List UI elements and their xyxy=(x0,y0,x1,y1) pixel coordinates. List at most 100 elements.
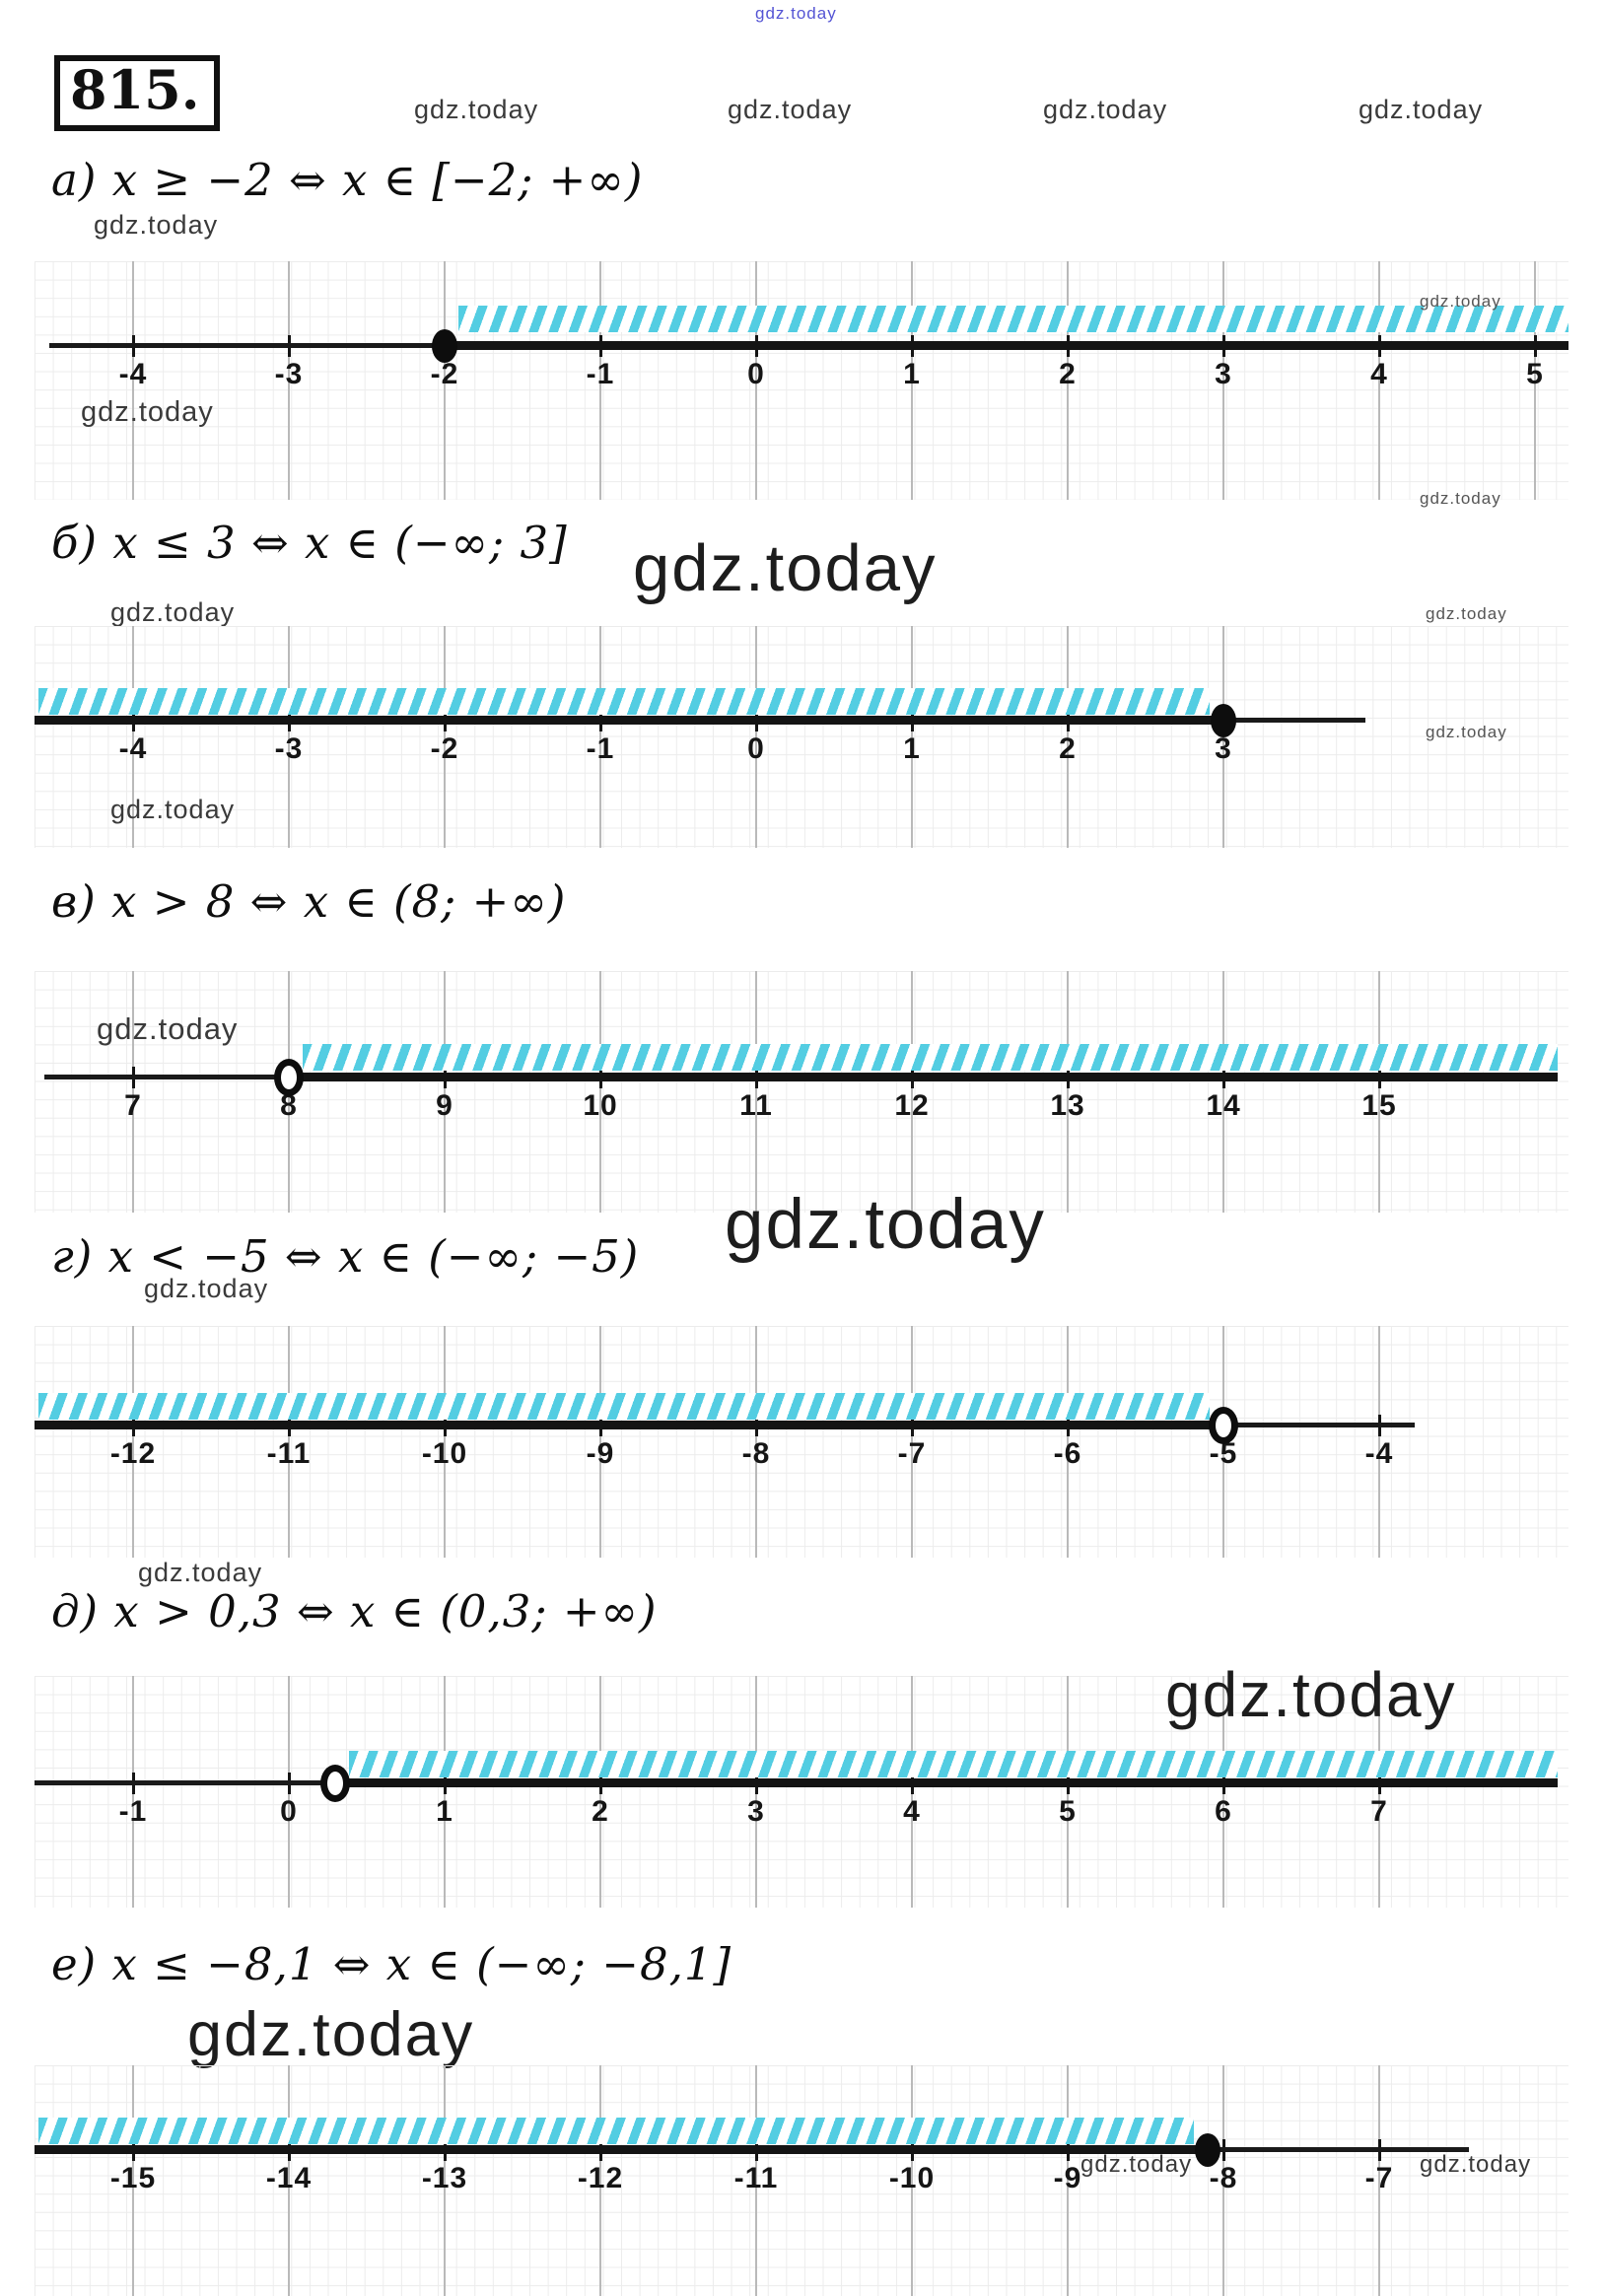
hatch-band xyxy=(38,2118,1195,2144)
watermark: gdz.today xyxy=(187,2000,475,2069)
tick-label: -15 xyxy=(109,2162,157,2194)
grid-line xyxy=(444,971,446,1213)
grid-line xyxy=(755,1326,757,1558)
watermark: gdz.today xyxy=(728,95,853,124)
tick-label: 5 xyxy=(1526,358,1544,390)
tick-label: 2 xyxy=(1059,732,1077,765)
grid-line xyxy=(599,626,601,848)
grid-line xyxy=(599,971,601,1213)
numberline-d: -1 0 1 2 3 4 5 6 7 xyxy=(35,1676,1568,1908)
grid-line xyxy=(444,2065,446,2296)
tick-label: 7 xyxy=(1370,1795,1388,1828)
watermark: gdz.today xyxy=(1359,95,1484,124)
watermark: gdz.today xyxy=(1426,604,1507,623)
tick-label: 14 xyxy=(1206,1089,1241,1122)
tick-label: -1 xyxy=(586,358,615,390)
tick-label: -12 xyxy=(577,2162,624,2194)
grid-line xyxy=(1067,971,1069,1213)
tick-label: 7 xyxy=(124,1089,142,1122)
watermark: gdz.today xyxy=(81,396,214,428)
grid-line xyxy=(132,2065,134,2296)
watermark: gdz.today xyxy=(633,531,938,605)
tick-label: 0 xyxy=(280,1795,298,1828)
grid-line xyxy=(288,626,290,848)
grid-line xyxy=(755,261,757,500)
tick-label: -6 xyxy=(1053,1437,1082,1470)
tick-label: -10 xyxy=(421,1437,468,1470)
watermark: gdz.today xyxy=(1043,95,1168,124)
tick-label: -1 xyxy=(586,732,615,765)
watermark: gdz.today xyxy=(138,1558,263,1587)
grid-line xyxy=(288,261,290,500)
watermark: gdz.today xyxy=(1420,292,1501,311)
solution-ray xyxy=(445,341,1568,350)
tick-label: -4 xyxy=(118,732,148,765)
grid-line xyxy=(444,261,446,500)
grid-line xyxy=(1378,2065,1380,2296)
endpoint-dot-open xyxy=(1209,1407,1238,1444)
tick-label: 15 xyxy=(1361,1089,1397,1122)
tick-label: -9 xyxy=(1053,2162,1082,2194)
grid-line xyxy=(1067,261,1069,500)
numberline-a: -4 -3 -2 -1 0 1 2 3 4 5 xyxy=(35,261,1568,500)
tick-label: 4 xyxy=(903,1795,921,1828)
tick-label: -12 xyxy=(109,1437,157,1470)
tick-label: 8 xyxy=(280,1089,298,1122)
tick-label: -14 xyxy=(265,2162,313,2194)
grid-line xyxy=(1222,2065,1224,2296)
watermark: gdz.today xyxy=(144,1274,269,1303)
tick-label: 0 xyxy=(747,732,765,765)
hatch-band xyxy=(458,306,1568,332)
tick-label: 0 xyxy=(747,358,765,390)
grid-line xyxy=(1378,261,1380,500)
numberline-b: -4 -3 -2 -1 0 1 2 3 xyxy=(35,626,1568,848)
tick-label: -8 xyxy=(741,1437,771,1470)
grid-line xyxy=(911,2065,913,2296)
solution-ray xyxy=(35,2145,1209,2154)
grid-line xyxy=(1222,971,1224,1213)
inequality-heading-d: д) x > 0,3 ⇔ x ∈ (0,3; +∞) xyxy=(51,1585,658,1637)
watermark: gdz.today xyxy=(755,4,837,23)
inequality-heading-v: в) x > 8 ⇔ x ∈ (8; +∞) xyxy=(51,875,567,928)
tick-label: 3 xyxy=(1215,732,1232,765)
grid-line xyxy=(599,261,601,500)
inequality-heading-g: г) x < −5 ⇔ x ∈ (−∞; −5) xyxy=(51,1230,640,1283)
grid-line xyxy=(444,1326,446,1558)
problem-number: 815. xyxy=(54,55,220,132)
tick-label: 3 xyxy=(747,1795,765,1828)
tick-label: -4 xyxy=(1364,1437,1394,1470)
tick-label: -4 xyxy=(118,358,148,390)
tick-label: 11 xyxy=(739,1089,773,1122)
grid-line xyxy=(1378,1326,1380,1558)
watermark: gdz.today xyxy=(1420,489,1501,508)
grid-line xyxy=(911,1326,913,1558)
solution-ray xyxy=(335,1778,1558,1787)
tick-label: 1 xyxy=(903,732,921,765)
grid-line xyxy=(444,626,446,848)
inequality-heading-b: б) x ≤ 3 ⇔ x ∈ (−∞; 3] xyxy=(51,517,568,569)
grid-line xyxy=(288,1326,290,1558)
watermark: gdz.today xyxy=(110,597,236,627)
hatch-band xyxy=(38,688,1210,715)
grid-line xyxy=(132,626,134,848)
watermark: gdz.today xyxy=(1420,2151,1532,2178)
solution-ray xyxy=(35,1421,1223,1429)
watermark: gdz.today xyxy=(414,95,539,124)
tick-label: -7 xyxy=(1364,2162,1394,2194)
tick-label: 9 xyxy=(436,1089,453,1122)
inequality-heading-e: е) x ≤ −8,1 ⇔ x ∈ (−∞; −8,1] xyxy=(51,1938,732,1990)
tick-label: -7 xyxy=(897,1437,927,1470)
tick-label: 12 xyxy=(894,1089,930,1122)
tick-label: 5 xyxy=(1059,1795,1077,1828)
hatch-band xyxy=(349,1751,1558,1777)
tick-label: -2 xyxy=(430,732,459,765)
hatch-band xyxy=(38,1393,1210,1420)
tick-label: 6 xyxy=(1215,1795,1232,1828)
grid-line xyxy=(132,971,134,1213)
tick-label: -13 xyxy=(421,2162,468,2194)
tick-label: 2 xyxy=(592,1795,609,1828)
watermark: gdz.today xyxy=(1165,1659,1457,1730)
endpoint-dot-open xyxy=(274,1059,304,1096)
tick-label: 13 xyxy=(1050,1089,1085,1122)
tick-label: -11 xyxy=(266,1437,312,1470)
